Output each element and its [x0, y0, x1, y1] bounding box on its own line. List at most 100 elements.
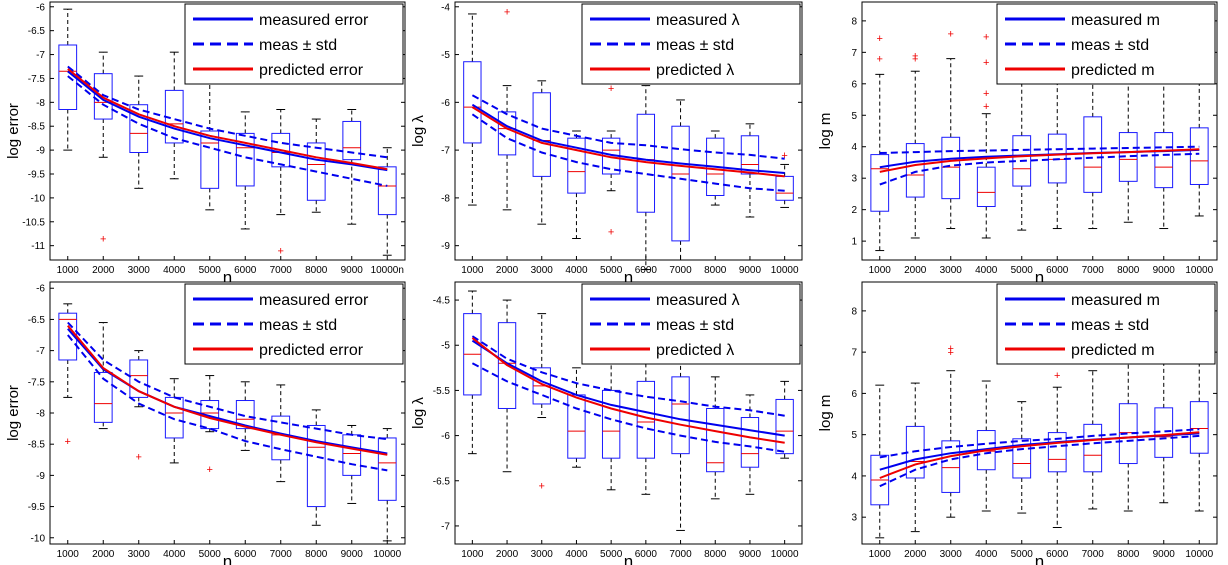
legend-label-1: measured error: [259, 12, 369, 29]
box-8000: [306, 118, 326, 213]
x-tick-label: 6000: [1046, 265, 1069, 276]
box-iqr: [93, 371, 113, 423]
box-3000: [532, 80, 551, 225]
x-tick-label: 7000: [270, 265, 293, 276]
x-axis-label: n: [223, 552, 232, 565]
y-tick-label: -7: [36, 50, 45, 61]
outlier-marker: +: [877, 33, 883, 45]
y-tick-label: -10.5: [22, 217, 45, 228]
x-tick-label: 6000: [1046, 549, 1069, 560]
outlier-marker: +: [912, 54, 918, 66]
legend-label-3: predicted λ: [656, 342, 734, 359]
box-3000: [129, 75, 149, 189]
box-iqr: [1154, 132, 1174, 189]
y-tick-label: -6.5: [28, 315, 46, 326]
x-tick-label: 4000: [163, 265, 186, 276]
box-9000: [342, 109, 362, 225]
x-tick-label: 2000: [904, 549, 927, 560]
series-measured: [471, 339, 785, 437]
y-tick-label: -4.5: [433, 296, 451, 307]
outlier-marker: +: [65, 436, 71, 448]
series-std-lower: [67, 75, 388, 187]
legend-box: [581, 3, 801, 85]
x-tick-label: 5000: [600, 549, 623, 560]
box-iqr: [1189, 127, 1209, 185]
x-tick-label: 1000: [869, 549, 892, 560]
x-tick-label: 8000: [1117, 549, 1140, 560]
y-axis-label: log λ: [410, 397, 427, 429]
box-10000: +: [775, 150, 794, 208]
y-tick-label: -7: [441, 521, 450, 532]
box-3000: +: [129, 350, 149, 464]
box-iqr: [271, 415, 291, 461]
series-std-upper: [67, 321, 388, 441]
x-tick-label: 3000: [531, 549, 554, 560]
box-iqr: [129, 104, 149, 153]
legend-label-1: measured m: [1071, 292, 1160, 309]
y-tick-label: -10: [31, 193, 46, 204]
legend-label-3: predicted error: [259, 342, 364, 359]
legend: measured m meas ± std predicted m: [996, 3, 1216, 85]
box-iqr: [601, 389, 621, 459]
y-tick-label: -5.5: [433, 386, 451, 397]
series-std-upper: [879, 145, 1200, 154]
outlier-marker: +: [877, 54, 883, 66]
y-tick-label: -6: [36, 2, 45, 13]
box-iqr: [671, 125, 690, 242]
x-tick-label: 9000: [341, 265, 364, 276]
series-measured: [67, 70, 388, 172]
y-tick-label: 4: [851, 142, 857, 153]
x-tick-label: 2000: [496, 265, 519, 276]
box-10000: [775, 380, 794, 459]
legend-label-2: meas ± std: [656, 317, 734, 334]
series-predicted: [67, 325, 388, 456]
box-iqr: [1189, 401, 1209, 454]
x-tick-label: 10000: [373, 549, 401, 560]
x-tick-label: 1000: [57, 265, 80, 276]
chart-panel-1: -11 -10.5 -10 -9.5 -9 -8.5 -8 -7.5 -7 -6.5 -6 1000 2…: [5, 1, 406, 287]
box-iqr: [235, 400, 255, 430]
series-std-upper: [471, 94, 785, 160]
x-axis-label: n: [624, 552, 633, 565]
series-predicted: [879, 148, 1200, 173]
y-tick-label: -5: [441, 341, 450, 352]
chart-panel-2: -9 -8 -7 -6 -5 -4 1000 2000 3000 4000 5000 6000 7000…: [410, 1, 803, 287]
x-tick-label: 10000: [1185, 265, 1213, 276]
y-axis-label: log error: [5, 103, 22, 159]
y-tick-label: -9.5: [28, 170, 46, 181]
outlier-marker: +: [278, 245, 284, 257]
x-tick-label: 4000: [163, 549, 186, 560]
series-std-lower: [471, 113, 785, 192]
y-tick-label: 5: [851, 430, 857, 441]
y-tick-label: -8.5: [28, 122, 46, 133]
outlier-marker: +: [983, 88, 989, 100]
y-tick-label: -9: [36, 471, 45, 482]
y-axis-label: log m: [817, 395, 834, 432]
box-8000: [306, 409, 326, 526]
x-tick-label: 5000: [199, 265, 222, 276]
x-tick-label: 7000: [270, 549, 293, 560]
x-tick-label: 9000: [739, 549, 762, 560]
x-tick-label: 4000: [565, 549, 588, 560]
series-std-lower: [471, 362, 785, 453]
box-iqr: [306, 142, 326, 201]
legend-box: [996, 3, 1216, 85]
outlier-marker: +: [504, 7, 510, 19]
box-10000: [377, 428, 397, 542]
box-iqr: [235, 132, 255, 187]
y-tick-label: 8: [851, 16, 857, 27]
x-tick-label: 2000: [92, 549, 115, 560]
box-1000: ++: [870, 33, 890, 252]
y-tick-label: -10: [31, 533, 46, 544]
y-tick-label: -8: [441, 193, 450, 204]
x-tick-label: 7000: [1082, 549, 1105, 560]
x-tick-label: 4000: [565, 265, 588, 276]
box-5000: ++: [601, 83, 621, 238]
y-tick-label: 2: [851, 205, 857, 216]
x-tick-label: 6000: [234, 265, 257, 276]
box-iqr: [200, 130, 220, 189]
y-tick-label: -11: [31, 241, 45, 252]
box-2000: [93, 322, 113, 430]
y-tick-label: -7.5: [28, 74, 46, 85]
x-tick-label: 7000: [669, 549, 692, 560]
